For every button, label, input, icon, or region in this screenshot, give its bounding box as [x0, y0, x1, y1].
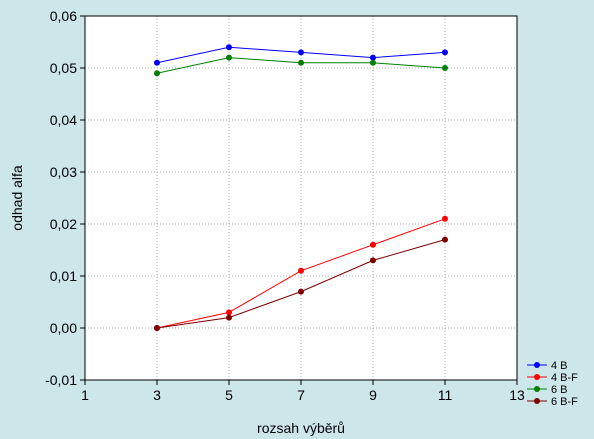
legend-marker: [534, 386, 540, 392]
legend-item: 6 B: [527, 384, 568, 396]
x-tick-label: 13: [509, 387, 525, 403]
legend-item: 4 B: [527, 360, 568, 372]
legend-marker: [534, 374, 540, 380]
legend-label: 6 B-F: [551, 396, 578, 408]
data-point: [298, 267, 304, 274]
series-6-b: [154, 54, 448, 77]
y-tick-label: 0,03: [50, 164, 77, 180]
y-tick-label: 0,01: [50, 268, 77, 284]
data-point: [442, 65, 448, 71]
data-point: [298, 288, 304, 295]
data-point: [370, 257, 376, 264]
legend-marker: [534, 362, 540, 368]
x-axis-title: rozsah výběrů: [257, 420, 345, 436]
data-point: [442, 49, 448, 56]
x-tick-label: 5: [225, 387, 233, 403]
y-axis-title: odhad alfa: [9, 165, 25, 231]
y-tick-label: -0,01: [45, 372, 77, 388]
legend-label: 6 B: [551, 384, 568, 396]
series-4-b: [154, 44, 448, 66]
data-point: [370, 54, 376, 61]
y-tick-label: 0,00: [50, 320, 77, 336]
legend-marker: [534, 398, 540, 404]
axis-ticks: 1 3 5 7 9 11 13-0,010,000,010,020,030,040,050,…: [45, 8, 525, 403]
data-point: [226, 314, 232, 321]
x-tick-label: 7: [297, 387, 305, 403]
legend: 4 B4 B-F6 B6 B-F: [527, 360, 578, 408]
data-point: [154, 325, 160, 331]
legend-label: 4 B-F: [551, 372, 578, 384]
y-tick-label: 0,05: [50, 60, 77, 76]
y-tick-label: 0,06: [50, 8, 77, 24]
data-point: [370, 241, 376, 248]
x-tick-label: 9: [369, 387, 377, 403]
legend-item: 4 B-F: [527, 372, 578, 384]
legend-label: 4 B: [551, 360, 568, 372]
series-6-b-f: [154, 236, 448, 331]
data-point: [442, 215, 448, 222]
data-point: [370, 59, 376, 66]
series-4-b-f: [154, 215, 448, 331]
data-point: [226, 54, 232, 61]
data-point: [226, 309, 232, 316]
legend-item: 6 B-F: [527, 396, 578, 408]
data-point: [154, 70, 160, 77]
x-tick-label: 1: [81, 387, 89, 403]
x-tick-label: 11: [438, 387, 453, 403]
data-point: [442, 236, 448, 243]
data-point: [226, 44, 232, 51]
x-tick-label: 3: [153, 387, 161, 403]
data-point: [298, 49, 304, 56]
y-tick-label: 0,02: [50, 216, 77, 232]
y-tick-label: 0,04: [50, 112, 77, 128]
grid: [85, 16, 517, 380]
data-point: [298, 59, 304, 66]
data-point: [154, 59, 160, 66]
series-group: [154, 44, 448, 331]
